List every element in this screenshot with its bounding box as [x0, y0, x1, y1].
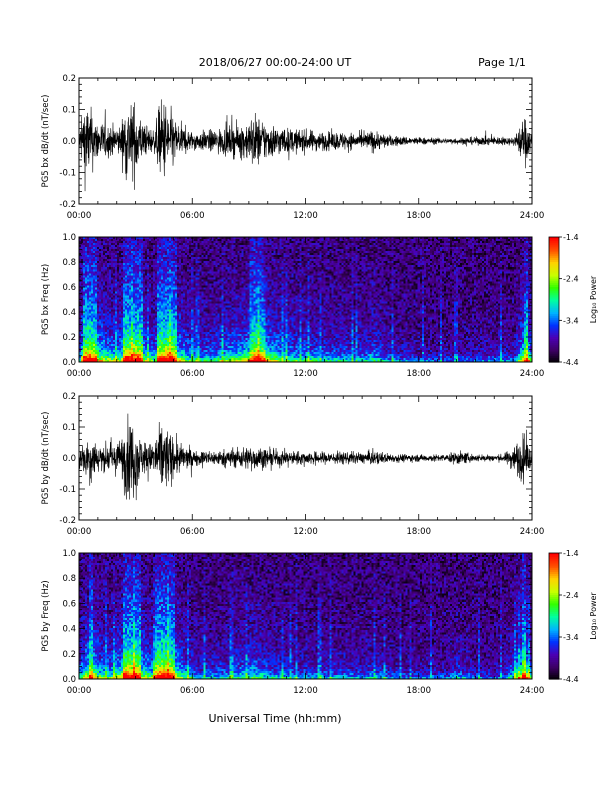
x-tick-label: 00:00	[67, 527, 92, 537]
colorbar-label: Log₁₀ Power	[589, 592, 598, 640]
y-tick-label: 0.2	[62, 392, 76, 402]
colorbar-tick-label: -2.4	[563, 275, 579, 284]
colorbar-tick-label: -3.4	[563, 633, 579, 642]
x-tick-label: 06:00	[180, 211, 205, 221]
plot-frame	[78, 77, 533, 205]
x-tick-label: 12:00	[293, 369, 318, 379]
x-tick-label: 24:00	[520, 211, 545, 221]
y-tick-label: 1.0	[62, 233, 76, 243]
x-tick-label: 24:00	[520, 527, 545, 537]
y-tick-label: 0.8	[62, 258, 76, 268]
y-axis-label: PG5 bx Freq (Hz)	[41, 264, 51, 335]
waveform-trace	[79, 413, 532, 501]
plot-frame	[78, 236, 533, 363]
figure-title: 2018/06/27 00:00-24:00 UT	[199, 56, 352, 69]
y-tick-label: -0.2	[59, 516, 76, 526]
x-tick-label: 18:00	[407, 686, 432, 696]
y-tick-label: -0.1	[59, 169, 76, 179]
y-tick-label: 0.8	[62, 574, 76, 584]
x-tick-label: 12:00	[293, 686, 318, 696]
plot-frame	[78, 552, 533, 680]
x-tick-label: 18:00	[407, 527, 432, 537]
x-tick-label: 18:00	[407, 211, 432, 221]
x-tick-label: 00:00	[67, 211, 92, 221]
y-tick-label: -0.1	[59, 485, 76, 495]
y-axis-label: PG5 by dB/dt (nT/sec)	[41, 412, 51, 505]
y-tick-label: 0.1	[62, 106, 76, 116]
by-waveform-panel: 00:00 06:00 12:00 18:00 24:00 -0.2 -0.1 0.0 0.1 0…	[41, 392, 544, 537]
colorbar-label: Log₁₀ Power	[589, 275, 598, 323]
x-tick-label: 00:00	[67, 686, 92, 696]
y-tick-label: 0.0	[62, 675, 76, 685]
y-tick-label: 0.0	[62, 137, 76, 147]
x-tick-label: 12:00	[293, 527, 318, 537]
y-axis-label: PG5 by Freq (Hz)	[41, 580, 51, 651]
colorbar	[548, 552, 560, 680]
x-tick-label: 24:00	[520, 369, 545, 379]
waveform-trace	[79, 99, 532, 192]
y-tick-label: 1.0	[62, 549, 76, 559]
colorbar-tick-label: -4.4	[563, 358, 579, 367]
colorbar-tick-label: -4.4	[563, 675, 579, 684]
y-tick-label: 0.4	[62, 625, 76, 635]
bx-spectrogram-panel: 00:00 06:00 12:00 18:00 24:00 0.0 0.2 0.4 0.6 0.8…	[41, 233, 598, 379]
y-tick-label: 0.2	[62, 333, 76, 343]
x-tick-label: 00:00	[67, 369, 92, 379]
colorbar-tick-label: -2.4	[563, 591, 579, 600]
colorbar	[548, 236, 560, 363]
spectrogram-image	[79, 553, 532, 679]
by-spectrogram-panel: 00:00 06:00 12:00 18:00 24:00 0.0 0.2 0.4 0.6 0.8…	[41, 549, 598, 696]
y-tick-label: 0.1	[62, 423, 76, 433]
y-tick-label: 0.0	[62, 454, 76, 464]
y-tick-label: 0.6	[62, 599, 76, 609]
colorbar-tick-label: -3.4	[563, 316, 579, 325]
y-tick-label: 0.4	[62, 308, 76, 318]
x-tick-label: 18:00	[407, 369, 432, 379]
y-tick-label: 0.0	[62, 358, 76, 368]
plot-frame	[78, 395, 533, 521]
colorbar-tick-label: -1.4	[563, 233, 579, 242]
y-axis-label: PG5 bx dB/dt (nT/sec)	[41, 95, 51, 188]
colorbar-tick-label: -1.4	[563, 549, 579, 558]
x-tick-label: 06:00	[180, 527, 205, 537]
x-tick-label: 12:00	[293, 211, 318, 221]
x-tick-label: 24:00	[520, 686, 545, 696]
y-tick-label: 0.6	[62, 283, 76, 293]
page-indicator: Page 1/1	[478, 56, 526, 69]
x-axis-label: Universal Time (hh:mm)	[209, 712, 342, 725]
y-tick-label: 0.2	[62, 74, 76, 84]
y-tick-label: 0.2	[62, 650, 76, 660]
x-tick-label: 06:00	[180, 686, 205, 696]
y-tick-label: -0.2	[59, 200, 76, 210]
spectrogram-image	[79, 237, 532, 362]
x-tick-label: 06:00	[180, 369, 205, 379]
bx-waveform-panel: 00:00 06:00 12:00 18:00 24:00 -0.2 -0.1 0.0 0.1 0…	[41, 74, 544, 221]
